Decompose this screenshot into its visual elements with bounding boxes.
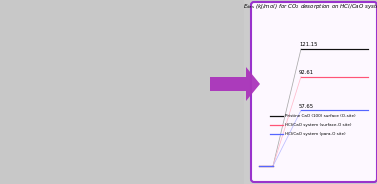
Text: 57.65: 57.65 bbox=[299, 104, 314, 109]
Polygon shape bbox=[210, 77, 246, 91]
Text: $E_{\mathrm{des}}$ (kJ/mol) for CO$_2$ desorption on HCl/CaO system: $E_{\mathrm{des}}$ (kJ/mol) for CO$_2$ d… bbox=[242, 2, 377, 11]
Polygon shape bbox=[246, 67, 260, 101]
FancyBboxPatch shape bbox=[0, 0, 244, 184]
Text: 92.61: 92.61 bbox=[299, 70, 314, 75]
Text: 121.15: 121.15 bbox=[299, 43, 317, 47]
Text: HCl/CaO system (para-O site): HCl/CaO system (para-O site) bbox=[285, 132, 346, 136]
Text: Pristine CaO (100) surface (O-site): Pristine CaO (100) surface (O-site) bbox=[285, 114, 356, 118]
Text: HCl/CaO system (surface-O site): HCl/CaO system (surface-O site) bbox=[285, 123, 351, 127]
FancyBboxPatch shape bbox=[251, 2, 377, 182]
